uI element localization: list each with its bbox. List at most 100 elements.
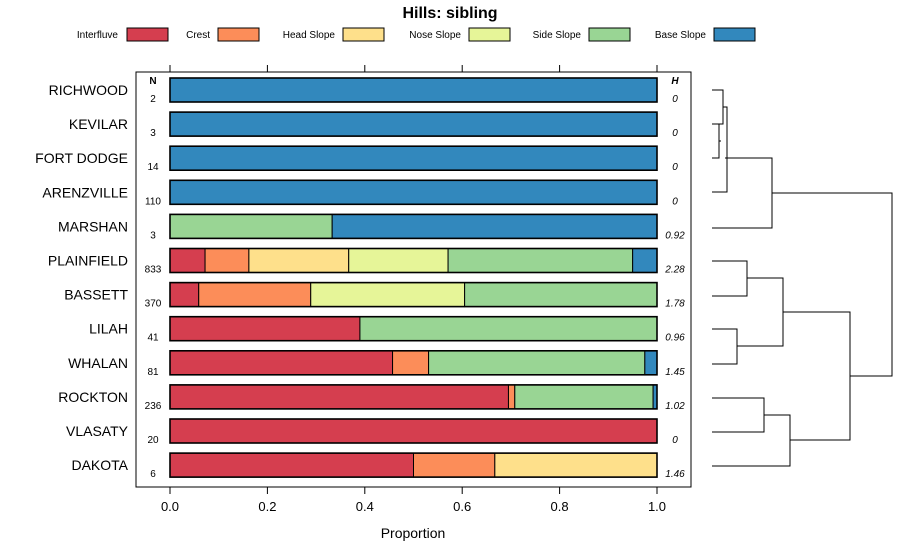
- h-value-bassett: 1.78: [665, 299, 685, 310]
- legend-label-interfluve: Interfluve: [77, 30, 119, 41]
- dendrogram: [712, 89, 893, 467]
- bar-outline-marshan: [169, 213, 658, 240]
- row-label-kevilar: KEVILAR: [69, 116, 128, 132]
- n-value-dakota: 6: [150, 469, 156, 480]
- bar-dakota-interfluve: [169, 452, 414, 478]
- bar-outline-lilah: [169, 315, 658, 342]
- x-tick-label-5: 1.0: [648, 499, 666, 514]
- bar-outline-fort-dodge: [169, 145, 658, 171]
- n-value-marshan: 3: [150, 230, 156, 241]
- legend-swatch-interfluve: [126, 27, 169, 42]
- bar-plainfield-crest: [204, 248, 250, 273]
- bar-outline-plainfield: [169, 247, 658, 274]
- row-label-richwood: RICHWOOD: [49, 82, 128, 98]
- h-value-rockton: 1.02: [665, 401, 685, 412]
- legend-swatch-side-slope: [588, 27, 631, 42]
- h-value-kevilar: 0: [672, 128, 678, 139]
- bar-lilah-side-slope: [359, 316, 658, 342]
- n-value-bassett: 370: [145, 299, 162, 310]
- bar-plainfield-head-slope: [248, 248, 350, 273]
- h-value-plainfield: 2.28: [664, 265, 685, 276]
- n-column-header: N: [149, 76, 156, 87]
- legend-label-head-slope: Head Slope: [283, 30, 336, 41]
- row-label-bassett: BASSETT: [64, 287, 128, 303]
- bar-bassett-side-slope: [464, 282, 658, 308]
- h-value-marshan: 0.92: [665, 230, 685, 241]
- n-value-fort-dodge: 14: [147, 162, 159, 173]
- bar-arenzville-base-slope: [169, 179, 658, 205]
- x-tick-label-3: 0.6: [453, 499, 471, 514]
- n-value-richwood: 2: [150, 94, 156, 105]
- bar-outline-kevilar: [169, 111, 658, 137]
- bar-vlasaty-interfluve: [169, 418, 658, 444]
- n-value-arenzville: 110: [145, 196, 161, 207]
- bar-fort-dodge-base-slope: [169, 145, 658, 171]
- x-axis-title: Proportion: [381, 525, 446, 541]
- bar-marshan-base-slope: [331, 213, 658, 239]
- legend-label-base-slope: Base Slope: [655, 30, 707, 41]
- row-label-whalan: WHALAN: [68, 355, 128, 371]
- bar-bassett-interfluve: [169, 282, 200, 308]
- bar-outline-bassett: [169, 281, 658, 308]
- row-label-arenzville: ARENZVILLE: [42, 184, 128, 200]
- row-label-fort-dodge: FORT DODGE: [35, 150, 128, 166]
- h-value-fort-dodge: 0: [672, 162, 678, 173]
- bar-rockton-interfluve: [169, 384, 509, 410]
- bar-bassett-nose-slope: [310, 282, 466, 308]
- row-label-dakota: DAKOTA: [71, 457, 128, 473]
- row-label-vlasaty: VLASATY: [66, 423, 129, 439]
- n-value-plainfield: 833: [145, 265, 162, 276]
- n-value-lilah: 41: [147, 333, 159, 344]
- h-value-whalan: 1.45: [665, 367, 685, 378]
- bar-plainfield-side-slope: [447, 248, 634, 273]
- bar-whalan-side-slope: [428, 350, 646, 376]
- bar-whalan-base-slope: [644, 350, 658, 376]
- bar-outline-richwood: [169, 77, 658, 103]
- chart-title: Hills: sibling: [402, 5, 497, 22]
- x-tick-label-1: 0.2: [258, 499, 276, 514]
- legend-label-nose-slope: Nose Slope: [409, 30, 461, 41]
- bar-rockton-crest: [507, 384, 516, 410]
- h-value-richwood: 0: [672, 94, 678, 105]
- bar-outline-whalan: [169, 349, 658, 376]
- bar-whalan-crest: [392, 350, 430, 376]
- bar-kevilar-base-slope: [169, 111, 658, 137]
- x-tick-label-2: 0.4: [356, 499, 374, 514]
- bar-rockton-side-slope: [514, 384, 654, 410]
- bar-lilah-interfluve: [169, 316, 361, 342]
- n-value-rockton: 236: [145, 401, 162, 412]
- bar-whalan-interfluve: [169, 350, 394, 376]
- n-value-vlasaty: 20: [147, 435, 159, 446]
- row-label-rockton: ROCKTON: [58, 389, 128, 405]
- bar-dakota-head-slope: [494, 452, 658, 478]
- legend-label-crest: Crest: [186, 30, 210, 41]
- h-value-vlasaty: 0: [672, 435, 678, 446]
- h-value-lilah: 0.96: [665, 333, 685, 344]
- row-label-marshan: MARSHAN: [58, 218, 128, 234]
- h-value-arenzville: 0: [672, 196, 678, 207]
- bar-outline-rockton: [169, 384, 658, 410]
- x-axis: 0.0 0.2 0.4 0.6 0.8 1.0: [161, 65, 666, 514]
- x-tick-label-0: 0.0: [161, 499, 179, 514]
- bar-dakota-crest: [413, 452, 496, 478]
- bar-outline-dakota: [169, 452, 658, 478]
- bar-bassett-crest: [198, 282, 312, 308]
- plot-frame: [135, 71, 692, 488]
- bar-plainfield-nose-slope: [348, 248, 449, 273]
- x-tick-label-4: 0.8: [551, 499, 569, 514]
- bar-plainfield-base-slope: [632, 248, 658, 273]
- h-value-dakota: 1.46: [665, 469, 685, 480]
- legend-label-side-slope: Side Slope: [533, 30, 582, 41]
- legend: Interfluve Crest Head Slope Nose Slope Side …: [77, 27, 756, 42]
- legend-swatch-base-slope: [713, 27, 756, 42]
- row-label-plainfield: PLAINFIELD: [48, 253, 128, 269]
- bar-outline-vlasaty: [169, 418, 658, 444]
- legend-swatch-nose-slope: [468, 27, 511, 42]
- bar-outline-arenzville: [169, 179, 658, 206]
- bar-marshan-side-slope: [169, 213, 333, 239]
- h-column-header: H: [671, 76, 679, 87]
- bar-richwood-base-slope: [169, 77, 658, 103]
- row-label-lilah: LILAH: [89, 321, 128, 337]
